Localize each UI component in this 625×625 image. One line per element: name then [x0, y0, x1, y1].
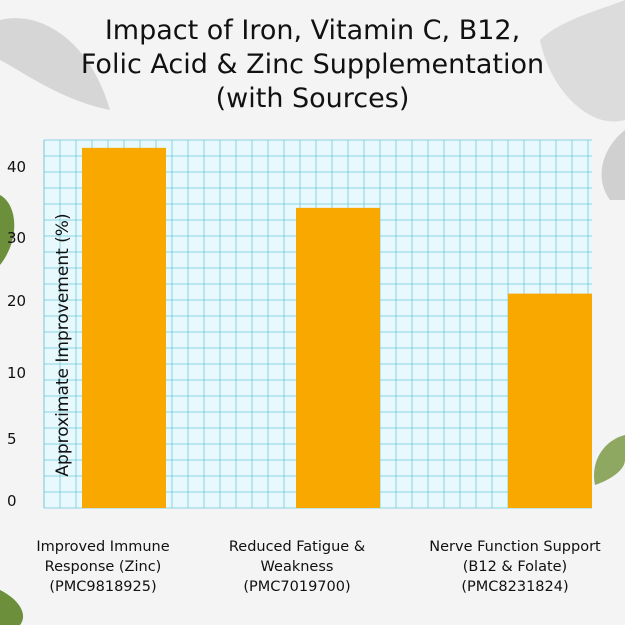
leaf-decoration-top-right [540, 0, 625, 200]
x-tick-label: Improved Immune Response (Zinc) (PMC9818… [8, 537, 198, 597]
x-tick-label: Nerve Function Support (B12 & Folate) (P… [420, 537, 610, 597]
chart-title-line: Impact of Iron, Vitamin C, B12, [104, 15, 521, 46]
y-axis-label: Approximate Improvement (%) [53, 213, 73, 476]
x-tick-label-line: Response (Zinc) [44, 559, 162, 575]
y-ticks: 0 5 10 20 30 40 [7, 158, 26, 510]
y-tick-label: 30 [7, 229, 26, 247]
x-tick-label-line: (PMC9818925) [49, 579, 157, 595]
bar [296, 207, 380, 508]
chart-title: Impact of Iron, Vitamin C, B12, Folic Ac… [0, 14, 625, 116]
leaf-decoration-right [594, 435, 625, 485]
x-tick-label-line: Improved Immune [36, 539, 170, 555]
y-tick-label: 40 [7, 158, 26, 176]
bars [82, 147, 592, 508]
x-tick-label-line: Reduced Fatigue & [228, 539, 366, 555]
x-tick-label-line: (B12 & Folate) [462, 559, 568, 575]
x-tick-label-line: Nerve Function Support [429, 539, 601, 555]
y-tick-label: 10 [7, 364, 26, 382]
leaf-decoration-left [0, 195, 15, 265]
y-tick-label: 0 [7, 492, 17, 510]
leaf-decoration-top-left [0, 18, 110, 110]
x-tick-label-line: Weakness [260, 559, 334, 575]
x-tick-label-line: (PMC8231824) [461, 579, 569, 595]
bar [508, 293, 592, 508]
y-tick-label: 5 [7, 430, 17, 448]
x-tick-label-line: (PMC7019700) [243, 579, 351, 595]
bar [82, 147, 166, 508]
chart-title-line: (with Sources) [215, 83, 410, 114]
x-tick-label: Reduced Fatigue & Weakness (PMC7019700) [202, 537, 392, 597]
chart-title-line: Folic Acid & Zinc Supplementation [80, 49, 545, 80]
y-tick-label: 20 [7, 292, 26, 310]
leaf-decoration-bottom-left [0, 590, 24, 625]
